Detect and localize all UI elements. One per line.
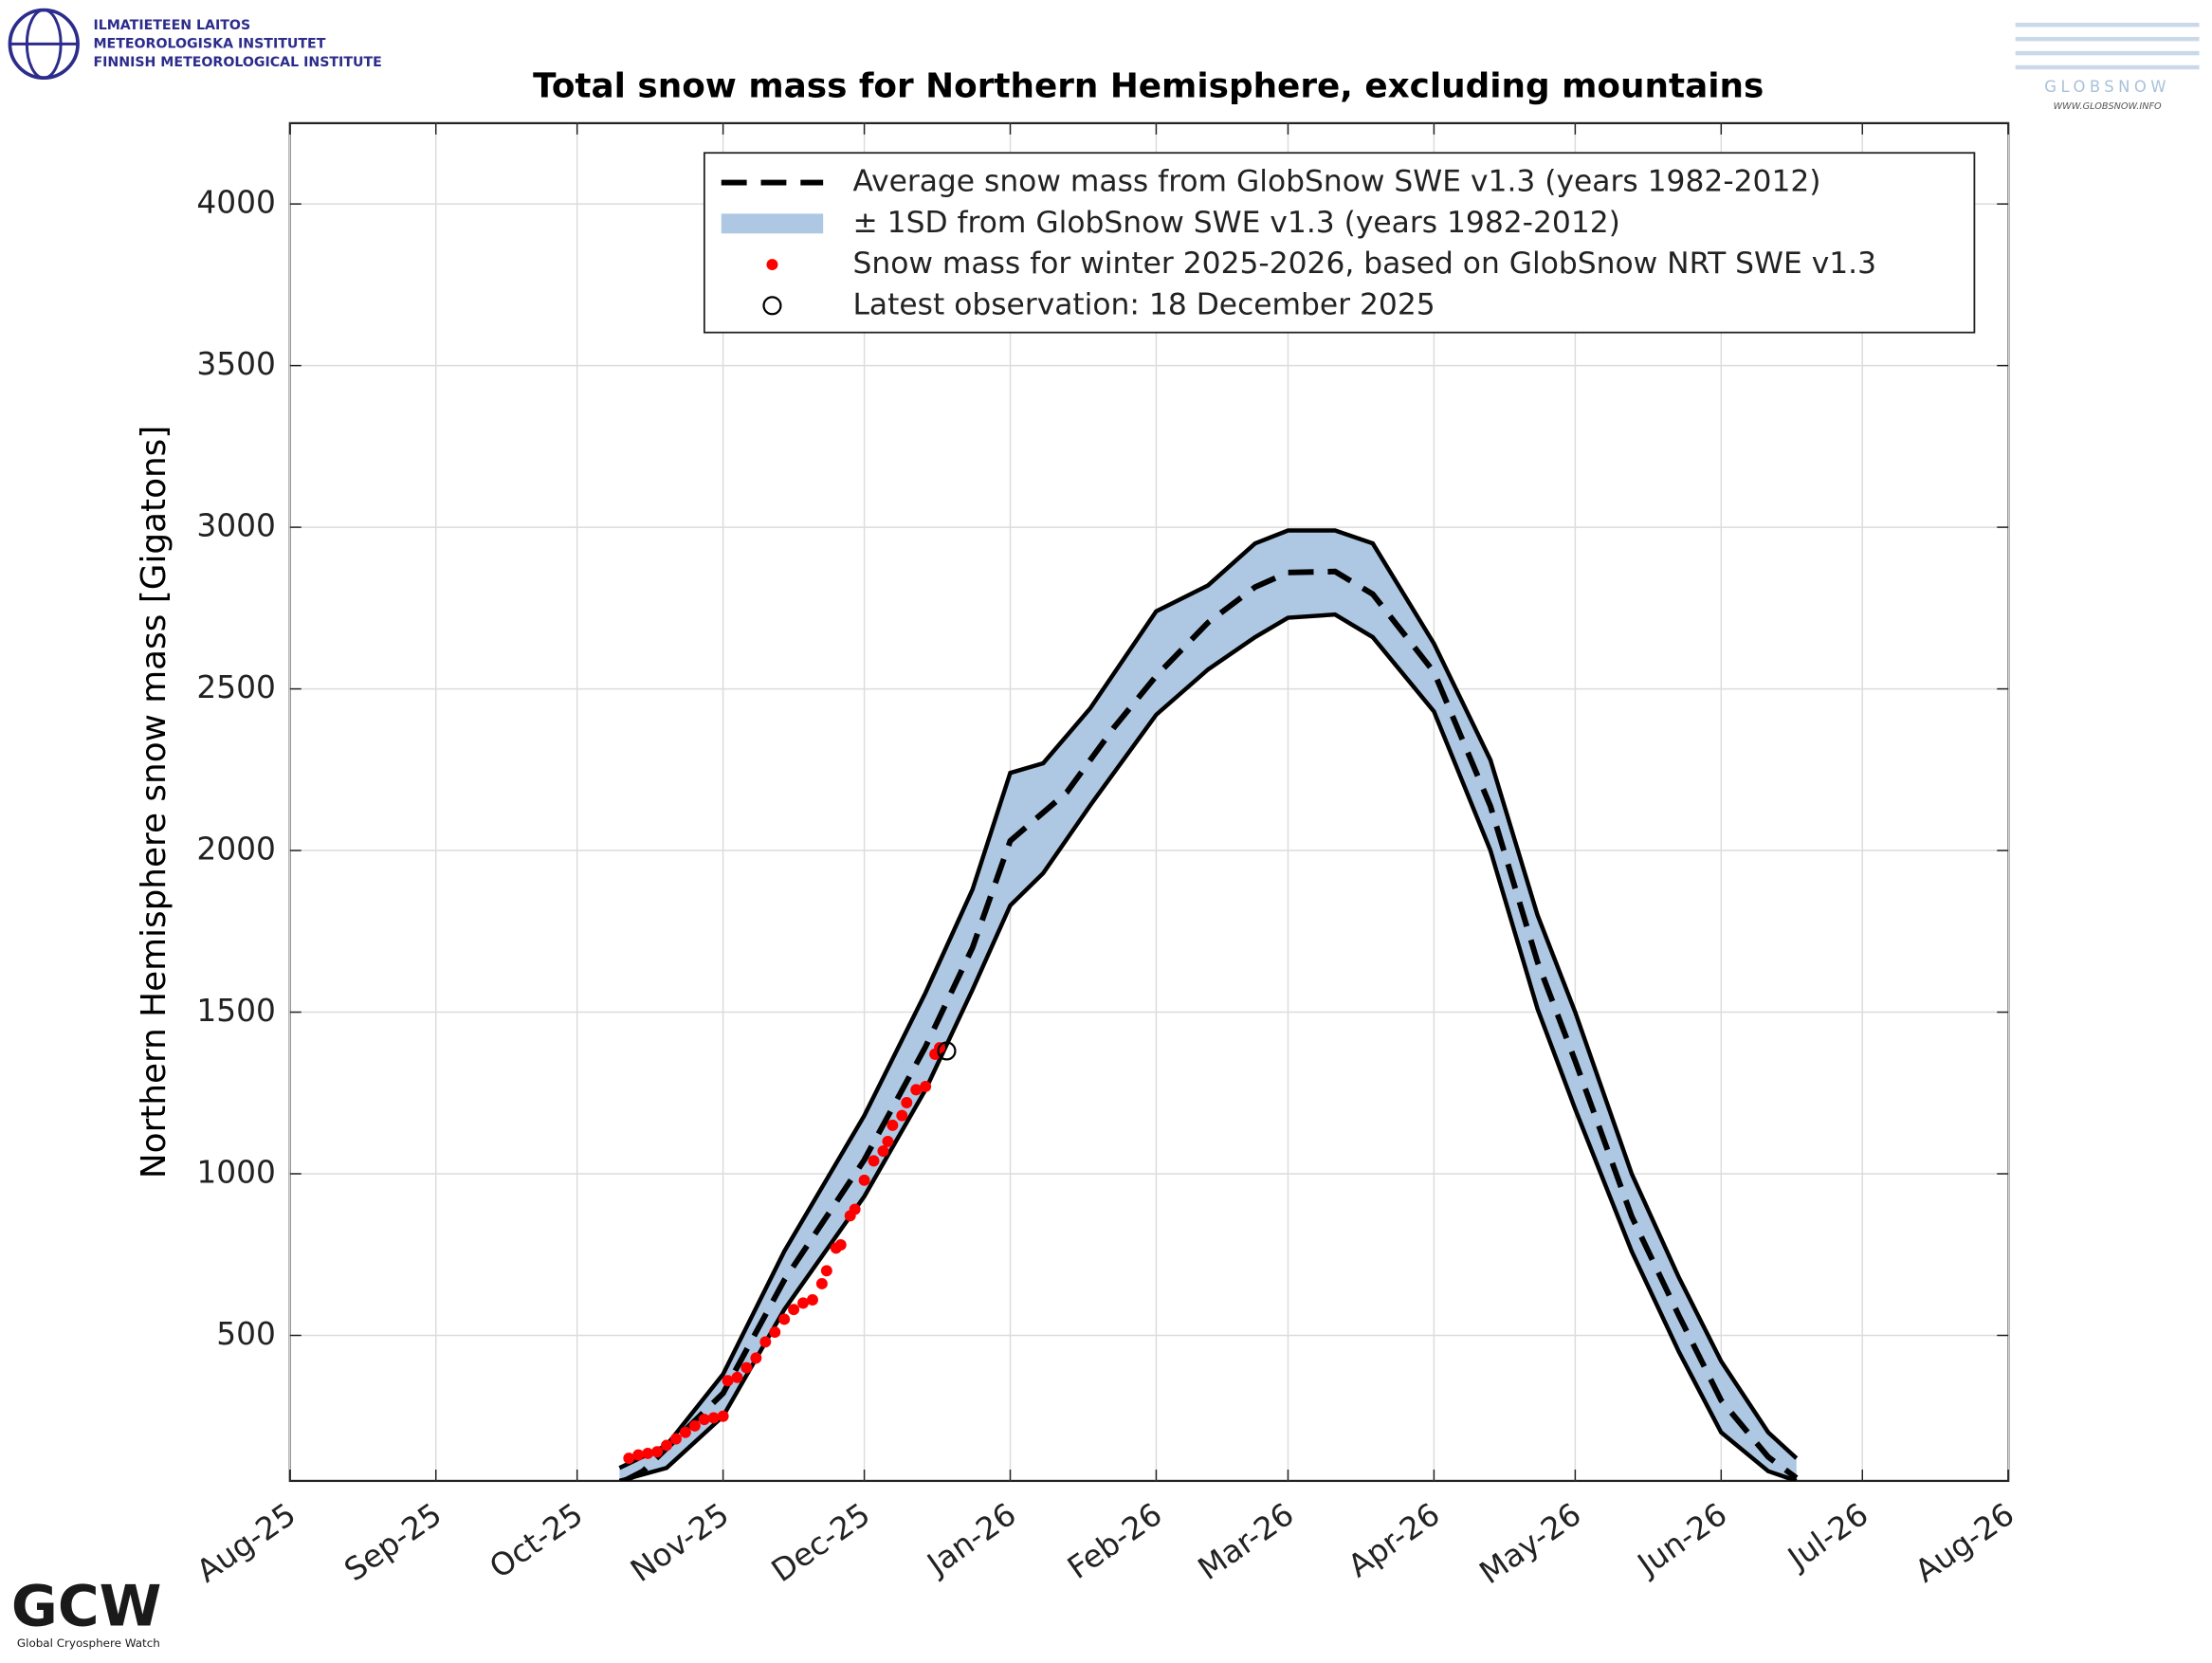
x-tick-label: Jan-26 [920, 1496, 1023, 1583]
snow-point [901, 1097, 913, 1108]
legend-label: Snow mass for winter 2025-2026, based on… [852, 247, 1876, 281]
gcw-name: GCW [11, 1574, 162, 1639]
average-line [622, 568, 1799, 1481]
y-tick-label: 500 [216, 1316, 276, 1352]
snow-point [642, 1447, 654, 1459]
globsnow-url: WWW.GLOBSNOW.INFO [2054, 101, 2162, 112]
snow-point [698, 1414, 710, 1426]
y-tick-label: 4000 [196, 185, 275, 221]
fmi-name: METEOROLOGISKA INSTITUTET [93, 36, 325, 51]
globsnow-name: GLOBSNOW [2044, 78, 2170, 96]
data-layer [618, 528, 1799, 1481]
snow-point [651, 1446, 664, 1458]
legend-box [703, 152, 1976, 334]
snow-point [661, 1439, 673, 1452]
snow-point [722, 1375, 734, 1387]
fmi-name: ILMATIETEEN LAITOS [93, 18, 250, 33]
snow-point [910, 1084, 923, 1096]
legend-symbol [721, 213, 824, 234]
x-tick-label: Aug-25 [191, 1496, 302, 1590]
snow-point [788, 1304, 800, 1316]
y-tick-label: 1500 [196, 993, 275, 1029]
x-tick-label: May-26 [1473, 1496, 1588, 1591]
globsnow-stripe [2015, 64, 2200, 70]
snow-point [750, 1352, 762, 1364]
legend-label: Latest observation: 18 December 2025 [852, 287, 1435, 321]
legend-label: Average snow mass from GlobSnow SWE v1.3… [852, 165, 1820, 199]
latest-observation [937, 1041, 957, 1061]
y-tick-label: 2500 [196, 669, 275, 705]
legend-symbol [766, 259, 778, 271]
globsnow-stripe [2015, 36, 2200, 42]
fmi-name: FINNISH METEOROLOGICAL INSTITUTE [93, 55, 381, 70]
x-tick-label: Oct-25 [484, 1496, 590, 1585]
snow-point [759, 1336, 772, 1348]
snow-point [887, 1119, 899, 1131]
snow-point [707, 1412, 720, 1424]
snow-point [632, 1449, 645, 1461]
snow-point [769, 1326, 781, 1339]
legend-label: ± 1SD from GlobSnow SWE v1.3 (years 1982… [852, 206, 1619, 240]
x-tick-label: Aug-26 [1909, 1496, 2020, 1590]
snow-point [815, 1277, 828, 1289]
x-tick-label: Nov-25 [624, 1496, 735, 1589]
x-tick-label: Sep-25 [338, 1496, 448, 1588]
x-tick-label: Jul-26 [1781, 1496, 1875, 1578]
y-tick-label: 1000 [196, 1155, 275, 1191]
gcw-logo: GCW Global Cryosphere Watch [11, 1574, 162, 1650]
globsnow-stripe [2015, 22, 2200, 27]
snow-point [858, 1174, 870, 1186]
fmi-logo: ILMATIETEEN LAITOS METEOROLOGISKA INSTIT… [8, 8, 382, 81]
legend-symbol [762, 296, 782, 316]
snow-point [797, 1297, 810, 1309]
y-tick-label: 2000 [196, 832, 275, 868]
legend: Average snow mass from GlobSnow SWE v1.3… [703, 152, 1976, 334]
snow-point [740, 1361, 753, 1374]
chart-title: Total snow mass for Northern Hemisphere,… [533, 67, 1764, 106]
snow-point [806, 1294, 818, 1306]
snow-point [778, 1313, 791, 1325]
x-tick-label: Apr-26 [1342, 1496, 1446, 1584]
x-tick-label: Jun-26 [1630, 1496, 1733, 1583]
sd-upper-line [618, 528, 1799, 1471]
x-tick-label: Feb-26 [1061, 1496, 1168, 1586]
globsnow-stripe [2015, 50, 2200, 56]
snow-point [834, 1239, 847, 1251]
snow-point [849, 1203, 861, 1215]
y-tick-label: 3000 [196, 508, 275, 544]
snow-point [877, 1145, 889, 1158]
snow-point [669, 1433, 682, 1445]
snow-point [920, 1080, 932, 1092]
snow-point [679, 1426, 691, 1438]
snow-point [688, 1419, 701, 1432]
x-tick-label: Mar-26 [1192, 1496, 1301, 1587]
snow-point [623, 1453, 635, 1465]
snow-point [868, 1155, 880, 1167]
y-tick-label: 3500 [196, 346, 275, 382]
globsnow-logo: GLOBSNOW WWW.GLOBSNOW.INFO [2015, 22, 2200, 112]
sd-band [619, 530, 1797, 1481]
x-tick-label: Dec-25 [765, 1496, 877, 1589]
snow-point [896, 1109, 908, 1122]
snow-point [717, 1410, 729, 1422]
snow-point [882, 1135, 894, 1147]
gcw-full-name: Global Cryosphere Watch [17, 1636, 160, 1650]
sd-lower-line [618, 612, 1798, 1481]
y-axis-label: Northern Hemisphere snow mass [Gigatons] [135, 426, 174, 1179]
snow-point [731, 1371, 743, 1383]
snow-point [820, 1265, 832, 1277]
